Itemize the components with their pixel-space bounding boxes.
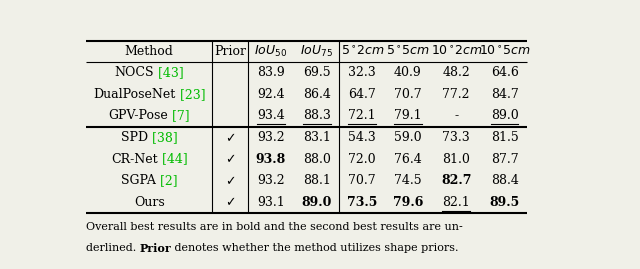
Text: 93.2: 93.2 [257, 131, 285, 144]
Text: 92.4: 92.4 [257, 88, 285, 101]
Text: 48.2: 48.2 [442, 66, 470, 79]
Text: $\checkmark$: $\checkmark$ [225, 196, 236, 209]
Text: 82.1: 82.1 [442, 196, 470, 209]
Text: Ours: Ours [134, 196, 164, 209]
Text: GPV-Pose: GPV-Pose [109, 109, 168, 122]
Text: 54.3: 54.3 [348, 131, 376, 144]
Text: 82.7: 82.7 [441, 174, 472, 187]
Text: 77.2: 77.2 [442, 88, 470, 101]
Text: $\checkmark$: $\checkmark$ [225, 153, 236, 165]
Text: 59.0: 59.0 [394, 131, 422, 144]
Text: 69.5: 69.5 [303, 66, 330, 79]
Text: DualPoseNet: DualPoseNet [93, 88, 175, 101]
Text: $\checkmark$: $\checkmark$ [225, 131, 236, 144]
Text: 93.8: 93.8 [256, 153, 286, 165]
Text: 73.5: 73.5 [347, 196, 378, 209]
Text: $\mathit{IoU}_{50}$: $\mathit{IoU}_{50}$ [255, 44, 287, 59]
Text: 83.1: 83.1 [303, 131, 330, 144]
Text: [2]: [2] [156, 174, 177, 187]
Text: $5^\circ\!5cm$: $5^\circ\!5cm$ [386, 45, 429, 58]
Text: [44]: [44] [157, 153, 188, 165]
Text: [43]: [43] [154, 66, 184, 79]
Text: Overall best results are in bold and the second best results are un-: Overall best results are in bold and the… [86, 222, 463, 232]
Text: 89.5: 89.5 [490, 196, 520, 209]
Text: 88.1: 88.1 [303, 174, 330, 187]
Text: derlined.: derlined. [86, 243, 140, 253]
Text: 93.2: 93.2 [257, 174, 285, 187]
Text: SGPA: SGPA [121, 174, 156, 187]
Text: 87.7: 87.7 [491, 153, 518, 165]
Text: $10^\circ\!2cm$: $10^\circ\!2cm$ [431, 45, 482, 58]
Text: 88.4: 88.4 [491, 174, 518, 187]
Text: 72.1: 72.1 [348, 109, 376, 122]
Text: 72.0: 72.0 [348, 153, 376, 165]
Text: [7]: [7] [168, 109, 190, 122]
Text: 88.0: 88.0 [303, 153, 330, 165]
Text: 83.9: 83.9 [257, 66, 285, 79]
Text: 70.7: 70.7 [394, 88, 422, 101]
Text: CR-Net: CR-Net [111, 153, 157, 165]
Text: $\mathit{IoU}_{75}$: $\mathit{IoU}_{75}$ [300, 44, 333, 59]
Text: Prior: Prior [214, 45, 246, 58]
Text: 86.4: 86.4 [303, 88, 330, 101]
Text: 73.3: 73.3 [442, 131, 470, 144]
Text: 93.4: 93.4 [257, 109, 285, 122]
Text: 89.0: 89.0 [491, 109, 518, 122]
Text: 81.5: 81.5 [491, 131, 518, 144]
Text: 88.3: 88.3 [303, 109, 330, 122]
Text: 70.7: 70.7 [348, 174, 376, 187]
Text: 76.4: 76.4 [394, 153, 422, 165]
Text: [38]: [38] [148, 131, 178, 144]
Text: 32.3: 32.3 [348, 66, 376, 79]
Text: 64.7: 64.7 [348, 88, 376, 101]
Text: denotes whether the method utilizes shape priors.: denotes whether the method utilizes shap… [172, 243, 459, 253]
Text: 79.6: 79.6 [393, 196, 423, 209]
Text: 89.0: 89.0 [301, 196, 332, 209]
Text: -: - [454, 109, 458, 122]
Text: 93.1: 93.1 [257, 196, 285, 209]
Text: 64.6: 64.6 [491, 66, 518, 79]
Text: $\checkmark$: $\checkmark$ [225, 174, 236, 187]
Text: 40.9: 40.9 [394, 66, 422, 79]
Text: SPD: SPD [121, 131, 148, 144]
Text: $10^\circ\!5cm$: $10^\circ\!5cm$ [479, 45, 531, 58]
Text: 74.5: 74.5 [394, 174, 422, 187]
Text: Prior: Prior [140, 243, 172, 254]
Text: [23]: [23] [175, 88, 205, 101]
Text: 84.7: 84.7 [491, 88, 518, 101]
Text: NOCS: NOCS [115, 66, 154, 79]
Text: $5^\circ\!2cm$: $5^\circ\!2cm$ [340, 45, 384, 58]
Text: 81.0: 81.0 [442, 153, 470, 165]
Text: Method: Method [125, 45, 173, 58]
Text: 79.1: 79.1 [394, 109, 422, 122]
